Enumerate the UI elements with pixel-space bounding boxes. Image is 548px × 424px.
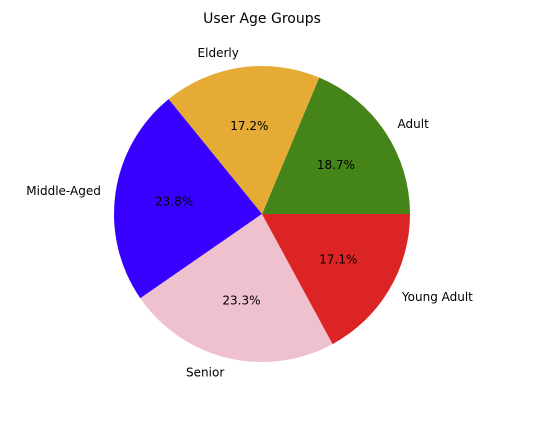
slice-percent-young-adult: 17.1% [319, 252, 357, 266]
slice-adult [262, 77, 410, 215]
slice-label-adult: Adult [398, 117, 430, 131]
pie-slices [114, 66, 410, 362]
slice-middle-aged [114, 99, 263, 299]
chart-title: User Age Groups [203, 11, 321, 27]
pie-labels: Adult 18.7% Elderly 17.2% Middle-Aged 23.8% Se… [26, 46, 473, 380]
slice-percent-senior: 23.3% [222, 293, 260, 307]
slice-percent-adult: 18.7% [317, 158, 355, 172]
slice-young-adult [262, 214, 410, 345]
slice-label-middle-aged: Middle-Aged [26, 184, 101, 198]
slice-percent-elderly: 17.2% [230, 119, 268, 133]
slice-label-elderly: Elderly [198, 46, 239, 60]
slice-label-senior: Senior [186, 365, 224, 379]
slice-label-young-adult: Young Adult [401, 290, 473, 304]
slice-percent-middle-aged: 23.8% [155, 195, 193, 209]
slice-elderly [168, 66, 320, 214]
slice-senior [140, 214, 333, 362]
